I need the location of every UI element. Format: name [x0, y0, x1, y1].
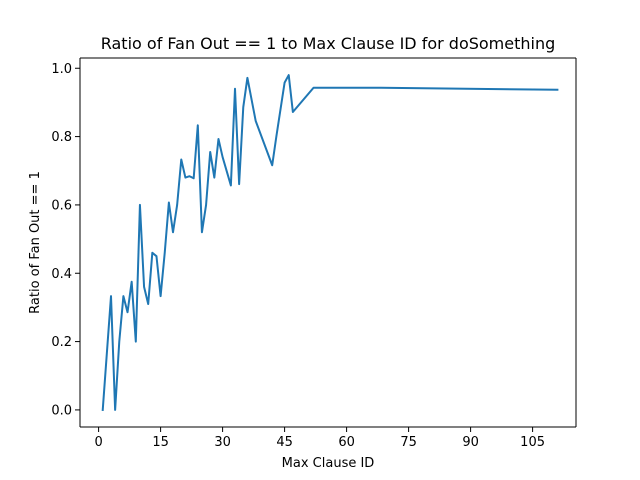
y-tick-label: 0.4: [51, 267, 72, 282]
x-tick-label: 90: [462, 435, 479, 450]
x-tick-label: 60: [338, 435, 355, 450]
x-tick-label: 45: [276, 435, 293, 450]
y-tick-label: 1.0: [51, 62, 72, 77]
y-tick-label: 0.8: [51, 130, 72, 145]
y-tick-label: 0.0: [51, 403, 72, 418]
x-axis-label: Max Clause ID: [282, 456, 375, 471]
x-tick-label: 0: [94, 435, 102, 450]
x-tick-label: 105: [520, 435, 545, 450]
series-line-0: [101, 74, 559, 411]
plot-area: [80, 58, 576, 427]
x-tick-label: 75: [400, 435, 417, 450]
x-tick-label: 30: [214, 435, 231, 450]
y-tick-label: 0.6: [51, 198, 72, 213]
x-tick-label: 15: [152, 435, 169, 450]
y-tick-label: 0.2: [51, 335, 72, 350]
series-layer: [101, 74, 559, 411]
x-axis-ticks: 0 15 30 45 60 75 90 105: [94, 427, 545, 450]
chart-title: Ratio of Fan Out == 1 to Max Clause ID f…: [101, 34, 556, 53]
y-axis-ticks: 0.0 0.2 0.4 0.6 0.8 1.0: [51, 62, 80, 418]
y-axis-label: Ratio of Fan Out == 1: [28, 171, 43, 314]
axes-frame: [79, 57, 577, 428]
